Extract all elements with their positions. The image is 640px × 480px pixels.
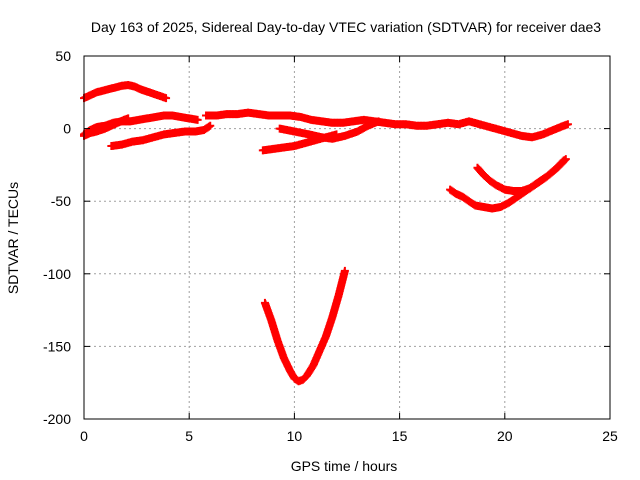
data-series (260, 266, 349, 386)
data-series (473, 156, 568, 196)
data-series (80, 114, 133, 140)
data-series (107, 121, 215, 151)
y-tick-label: 0 (63, 121, 71, 137)
data-series (275, 117, 383, 143)
y-tick-label: -200 (43, 411, 71, 427)
data-point (558, 157, 567, 166)
x-tick-label: 5 (185, 428, 193, 444)
x-tick-label: 0 (80, 428, 88, 444)
label-layer: 0 5 10 15 20 25 -200 -150 -100 -50 0 50 (43, 48, 618, 444)
data-series (202, 108, 572, 142)
data-point (193, 115, 202, 124)
y-tick-label: -50 (51, 193, 71, 209)
y-axis-label: SDTVAR / TECUs (5, 182, 21, 294)
data-point (374, 117, 383, 126)
data-point (162, 94, 171, 103)
y-tick-label: -150 (43, 338, 71, 354)
x-tick-label: 20 (497, 428, 513, 444)
data-point (559, 156, 568, 165)
data-layer (80, 81, 572, 386)
y-tick-label: -100 (43, 266, 71, 282)
data-point (563, 120, 572, 129)
x-axis-label: GPS time / hours (291, 458, 398, 474)
tick-layer (83, 55, 611, 420)
data-series (80, 81, 171, 103)
chart-title: Day 163 of 2025, Sidereal Day-to-day VTE… (91, 19, 601, 35)
y-tick-label: 50 (55, 48, 71, 64)
data-point (124, 114, 133, 123)
data-point (340, 266, 349, 275)
x-tick-label: 10 (287, 428, 303, 444)
data-series (446, 155, 570, 213)
x-tick-label: 15 (392, 428, 408, 444)
grid-layer (84, 56, 610, 419)
x-tick-label: 25 (602, 428, 618, 444)
plot-frame (83, 55, 611, 420)
data-point (206, 121, 215, 130)
